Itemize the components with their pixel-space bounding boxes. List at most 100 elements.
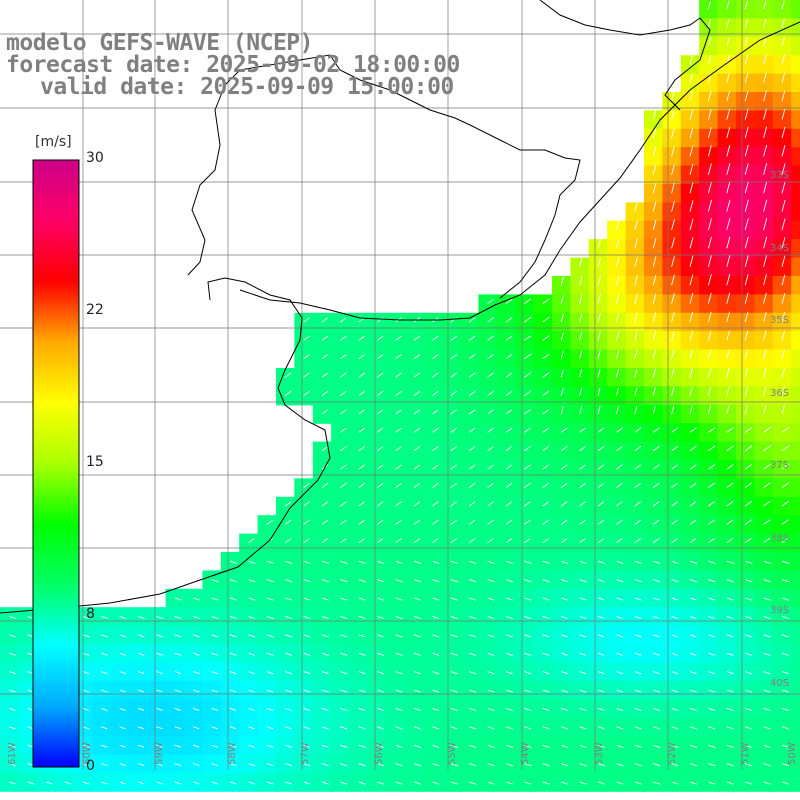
field-cell [680,386,700,406]
wind-arrow [689,109,694,120]
wind-arrow [671,615,679,619]
wind-arrow [285,579,293,583]
wind-arrow [671,387,675,396]
wind-arrow [9,634,17,638]
field-cell [717,184,737,203]
wind-arrow [358,409,365,415]
lon-label: 58W [227,742,238,765]
wind-arrow [560,501,568,507]
wind-arrow [505,634,513,638]
wind-arrow [413,707,421,712]
wind-arrow [377,763,385,767]
wind-arrow [652,519,660,525]
field-cell [644,368,663,387]
field-cell [772,92,792,111]
wind-arrow [82,634,90,638]
wind-arrow [781,579,790,583]
wind-arrow [137,652,145,656]
wind-arrow [395,464,402,470]
field-cell [754,257,774,277]
field-cell [680,202,700,222]
wind-arrow [321,354,329,360]
wind-arrow [763,560,772,565]
wind-arrow [229,763,237,767]
wind-arrow [450,781,458,785]
wind-arrow [561,597,568,601]
field-cell [772,386,792,406]
field-cell [680,165,700,185]
field-cell [736,18,755,38]
wind-arrow [487,482,494,488]
wind-arrow [303,615,311,620]
wind-arrow [101,634,108,638]
wind-arrow [671,255,675,267]
field-cell [791,460,800,479]
wind-arrow [248,652,256,656]
wind-arrow [487,726,495,730]
wind-arrow [671,707,679,712]
wind-arrow [615,387,619,396]
wind-arrow [653,615,660,619]
wind-arrow [726,707,734,712]
wind-arrow [377,615,385,620]
wind-arrow [137,744,145,748]
wind-arrow [395,560,403,564]
wind-arrow [174,744,182,748]
field-cell [791,165,800,185]
wind-arrow [395,446,402,452]
field-cell [662,165,682,185]
field-cell [717,239,737,259]
field-cell [717,18,737,38]
wind-arrow [689,292,694,304]
wind-arrow [597,744,606,748]
wind-arrow [174,671,182,675]
wind-arrow [726,292,731,304]
wind-arrow [689,445,697,452]
wind-arrow [726,519,734,525]
field-cell [736,239,755,259]
wind-arrow [671,763,679,767]
field-cell [736,276,755,295]
wind-arrow [432,652,440,656]
wind-arrow [524,707,532,712]
wind-arrow [707,36,712,47]
field-cell [772,165,792,185]
wind-arrow [321,335,329,341]
wind-arrow [745,689,753,693]
wind-arrow [377,634,385,638]
wind-arrow [560,538,568,544]
wind-arrow [395,652,403,656]
wind-arrow [763,634,771,638]
wind-arrow [432,427,439,433]
field-cell [607,386,627,406]
wind-arrow [156,634,164,638]
wind-arrow [395,763,403,767]
field-cell [772,257,792,277]
wind-arrow [137,615,145,620]
wind-arrow [395,538,402,544]
wind-arrow [340,317,347,323]
lon-label: 51W [740,742,751,765]
wind-arrow [303,652,311,656]
field-cell [699,165,719,185]
wind-arrow [284,519,292,525]
wind-arrow [266,519,273,525]
wind-arrow [303,671,311,675]
wind-arrow [652,349,657,359]
colorbar-tick-0: 0 [86,758,95,774]
wind-arrow [763,36,767,47]
wind-arrow [781,255,786,267]
wind-arrow [616,597,624,601]
wind-arrow [726,349,730,359]
wind-arrow [303,354,310,360]
field-cell [662,404,682,424]
field-cell [570,349,590,369]
wind-arrow [763,181,768,194]
wind-arrow [597,275,601,286]
wind-arrow [358,744,366,748]
wind-arrow [505,317,513,323]
field-cell [717,110,737,130]
wind-arrow [671,128,675,139]
field-cell [552,294,571,314]
